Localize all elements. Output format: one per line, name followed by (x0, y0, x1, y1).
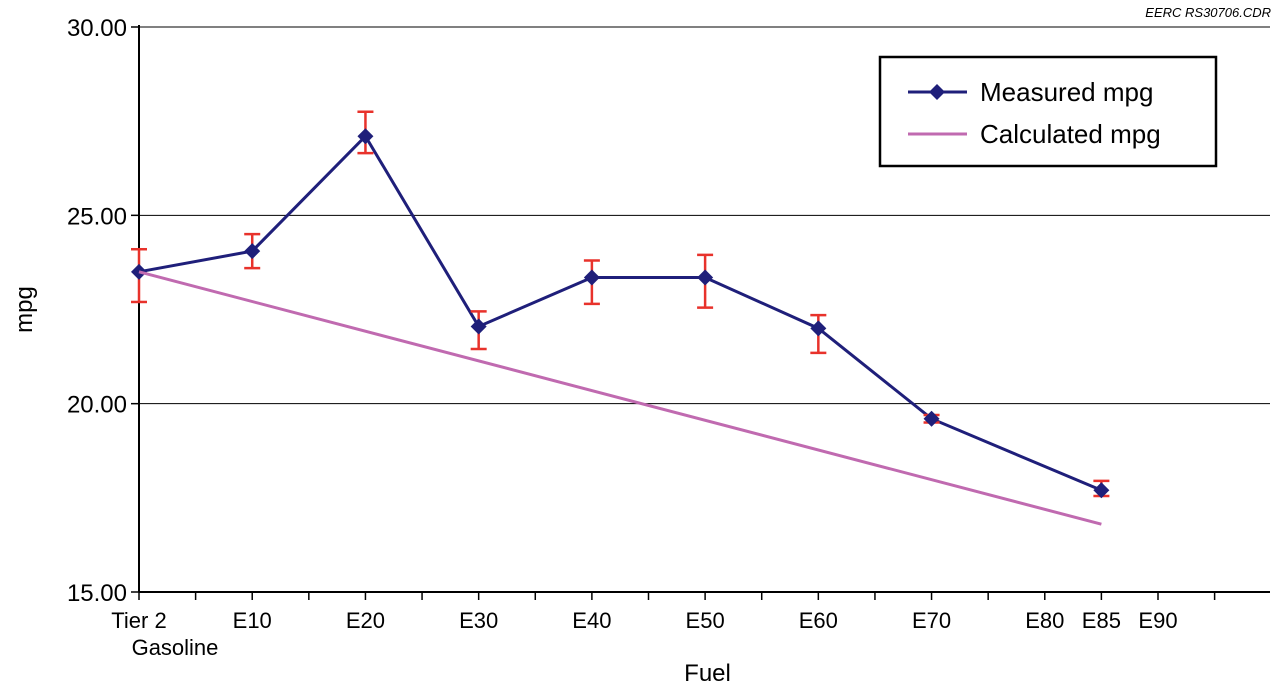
data-point (923, 410, 940, 427)
y-axis-label: mpg (11, 286, 38, 333)
y-tick-label: 30.00 (67, 15, 127, 42)
legend-label: Calculated mpg (980, 119, 1161, 149)
data-point (697, 269, 714, 286)
data-point (1093, 482, 1110, 499)
data-point (244, 243, 261, 260)
y-tick-label: 15.00 (67, 580, 127, 607)
x-axis-label: Fuel (684, 660, 731, 687)
image-credit: EERC RS30706.CDR (1145, 5, 1271, 20)
x-tick-label: E10 (233, 608, 272, 633)
legend-marker (929, 84, 945, 100)
data-point (810, 320, 827, 337)
x-tick-label: E40 (572, 608, 611, 633)
x-tick-label: E85 (1082, 608, 1121, 633)
data-point (470, 318, 487, 335)
x-tick-label: E50 (686, 608, 725, 633)
x-tick-label: E20 (346, 608, 385, 633)
y-tick-label: 20.00 (67, 392, 127, 419)
x-tick-label: E70 (912, 608, 951, 633)
x-tick-label: E80 (1025, 608, 1064, 633)
series-line-calculated-mpg (138, 270, 1102, 526)
legend-label: Measured mpg (980, 77, 1153, 107)
x-tick-label: E30 (459, 608, 498, 633)
series-line-measured-mpg (138, 133, 1102, 492)
y-tick-label: 25.00 (67, 203, 127, 230)
x-tick-label: E90 (1138, 608, 1177, 633)
data-point (357, 128, 374, 145)
data-point (583, 269, 600, 286)
x-tick-label: E60 (799, 608, 838, 633)
x-tick-label: Tier 2 (111, 608, 166, 633)
x-tick-label: Gasoline (132, 635, 219, 660)
legend-box (878, 55, 1218, 168)
